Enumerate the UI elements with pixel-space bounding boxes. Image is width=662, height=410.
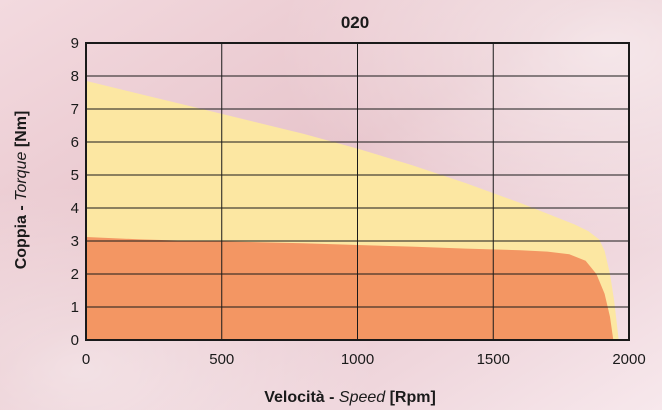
chart-title: 020 [341,13,369,32]
x-tick-label: 0 [82,351,90,368]
y-tick-label: 8 [71,68,79,85]
x-axis-label-unit: [Rpm] [385,389,436,406]
x-axis-label-italic: Speed [339,389,386,406]
y-tick-label: 2 [71,266,79,283]
x-tick-label: 2000 [612,351,645,368]
y-axis-label-unit: [Nm] [13,111,30,152]
x-axis-label: Velocità - Speed [Rpm] [264,389,436,406]
y-tick-label: 0 [71,332,79,349]
x-axis-label-bold: Velocità - [264,389,339,406]
y-axis-label: Coppia - Torque [Nm] [13,111,30,270]
y-tick-label: 3 [71,233,79,250]
x-tick-label: 1000 [341,351,374,368]
y-tick-labels: 0 1 2 3 4 5 6 7 8 9 [71,35,79,349]
plot-areas [86,80,619,341]
series-area-2 [86,237,614,340]
plot-frame [85,42,630,341]
y-tick-label: 1 [71,299,79,316]
y-axis-label-italic: Torque [13,152,30,201]
y-tick-label: 9 [71,35,79,52]
y-tick-label: 5 [71,167,79,184]
x-tick-label: 1500 [477,351,510,368]
y-tick-label: 7 [71,101,79,118]
x-tick-labels: 0 500 1000 1500 2000 [82,351,646,368]
x-tick-label: 500 [209,351,234,368]
y-tick-label: 4 [71,200,79,217]
y-tick-label: 6 [71,134,79,151]
y-axis-label-bold: Coppia - [13,201,30,269]
